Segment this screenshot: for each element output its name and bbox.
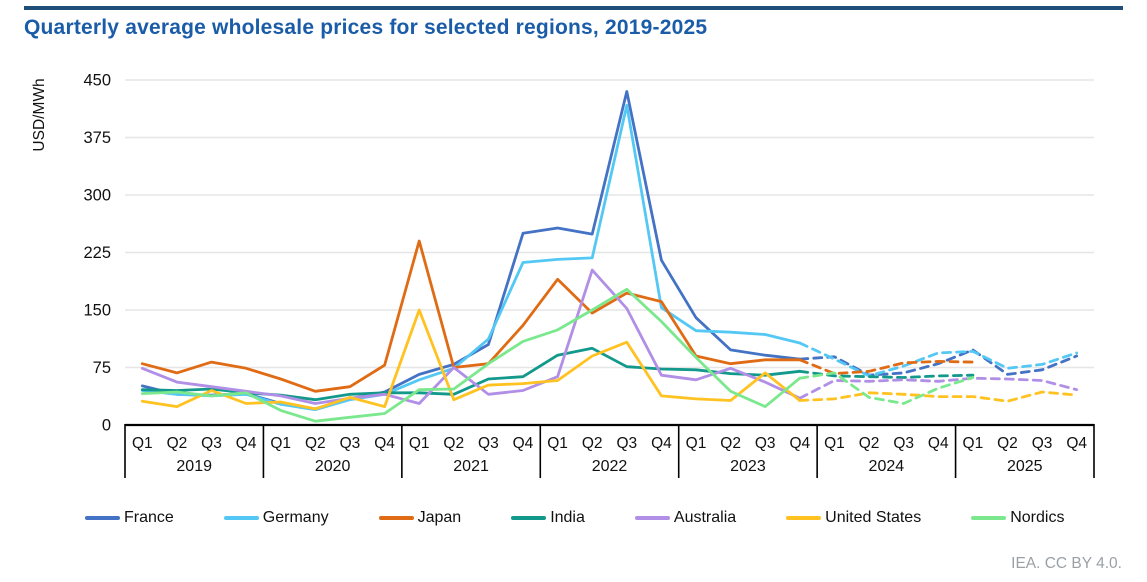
legend-swatch-india	[511, 516, 547, 520]
year-label-2021: 2021	[453, 458, 489, 475]
x-tick-label: Q4	[236, 435, 257, 452]
title-rule	[24, 6, 1123, 10]
x-tick-label: Q2	[720, 435, 741, 452]
legend-label-germany: Germany	[262, 509, 329, 526]
y-tick-label-450: 450	[83, 72, 111, 90]
x-tick-label: Q1	[963, 435, 984, 452]
x-tick-label: Q2	[443, 435, 464, 452]
x-tick-label: Q1	[547, 435, 568, 452]
legend: France Germany Japan India Australia United S…	[85, 509, 1064, 527]
x-tick-label: Q2	[997, 435, 1018, 452]
y-tick-label-0: 0	[102, 417, 111, 435]
legend-swatch-germany	[223, 516, 259, 520]
x-tick-label: Q1	[686, 435, 707, 452]
legend-label-france: France	[124, 509, 174, 526]
x-tick-label: Q2	[305, 435, 326, 452]
legend-swatch-france	[85, 516, 120, 520]
legend-item-australia: Australia	[634, 509, 737, 527]
chart-title: Quarterly average wholesale prices for s…	[24, 16, 708, 39]
series-line-germany-forecast	[798, 341, 1079, 378]
year-label-2023: 2023	[730, 458, 766, 475]
attribution-text: IEA. CC BY 4.0.	[1011, 555, 1122, 572]
y-tick-label-150: 150	[83, 302, 111, 320]
x-tick-label: Q2	[582, 435, 603, 452]
series-line-nordics-forecast	[798, 371, 975, 405]
legend-item-nordics: Nordics	[971, 509, 1064, 527]
x-tick-label: Q1	[132, 435, 153, 452]
x-tick-label: Q3	[616, 435, 637, 452]
legend-item-india: India	[511, 509, 585, 527]
x-tick-label: Q2	[167, 435, 188, 452]
x-tick-label: Q4	[928, 435, 949, 452]
y-tick-label-75: 75	[93, 359, 111, 377]
y-tick-label-225: 225	[83, 244, 111, 262]
y-tick-label-300: 300	[83, 187, 111, 205]
legend-swatch-united-states	[786, 516, 822, 520]
year-label-2019: 2019	[176, 458, 212, 475]
series-line-australia-forecast	[798, 376, 1079, 400]
legend-swatch-australia	[634, 516, 670, 520]
x-tick-label: Q3	[1032, 435, 1053, 452]
legend-label-nordics: Nordics	[1010, 509, 1065, 526]
legend-label-japan: Japan	[417, 509, 462, 526]
x-tick-label: Q4	[374, 435, 395, 452]
year-label-2022: 2022	[592, 458, 628, 475]
legend-item-japan: Japan	[378, 509, 462, 527]
series-line-australia	[140, 268, 802, 405]
legend-item-germany: Germany	[223, 509, 329, 527]
year-label-2024: 2024	[869, 458, 905, 475]
x-tick-label: Q1	[270, 435, 291, 452]
legend-label-india: India	[550, 509, 585, 526]
x-tick-label: Q4	[513, 435, 534, 452]
y-tick-label-375: 375	[83, 129, 111, 147]
series-line-japan-forecast	[798, 358, 975, 375]
legend-label-united-states: United States	[825, 509, 922, 526]
series-line-united-states-forecast	[798, 390, 1079, 403]
series-line-japan	[140, 239, 802, 393]
legend-item-france: France	[85, 509, 174, 527]
series-line-nordics	[140, 287, 802, 423]
series-line-france-forecast	[798, 348, 1079, 377]
legend-swatch-nordics	[971, 516, 1007, 520]
x-tick-label: Q4	[1066, 435, 1087, 452]
y-axis-label: USD/MWh	[31, 78, 48, 151]
x-tick-label: Q3	[201, 435, 222, 452]
legend-item-united-states: United States	[786, 509, 921, 527]
x-tick-label: Q1	[409, 435, 430, 452]
x-tick-label: Q3	[478, 435, 499, 452]
year-label-2020: 2020	[315, 458, 351, 475]
year-label-2025: 2025	[1007, 458, 1043, 475]
x-tick-label: Q4	[789, 435, 810, 452]
x-tick-label: Q4	[651, 435, 672, 452]
x-tick-label: Q3	[893, 435, 914, 452]
x-tick-label: Q3	[340, 435, 361, 452]
legend-label-australia: Australia	[673, 509, 737, 526]
series-line-united-states	[140, 308, 802, 411]
x-tick-label: Q1	[824, 435, 845, 452]
legend-swatch-japan	[378, 516, 414, 520]
x-tick-label: Q3	[755, 435, 776, 452]
x-tick-label: Q2	[859, 435, 880, 452]
